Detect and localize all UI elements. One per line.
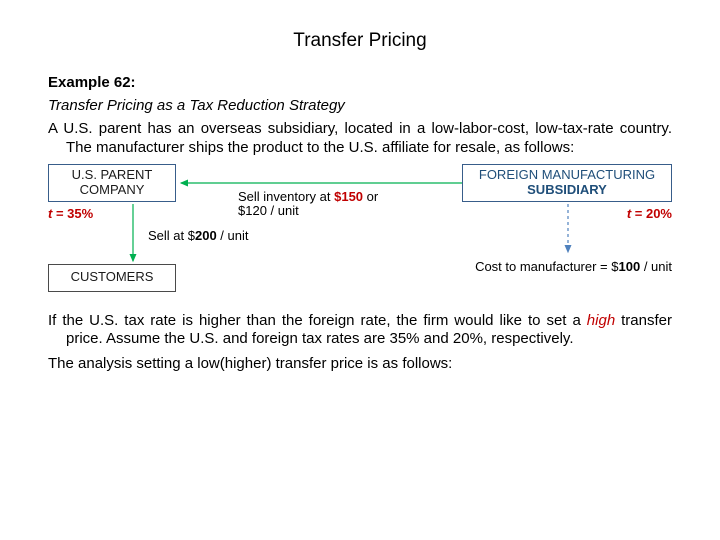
sell200-suffix: / unit: [217, 228, 249, 243]
analysis-intro-paragraph: The analysis setting a low(higher) trans…: [48, 355, 672, 374]
sell200-amount: 200: [195, 228, 217, 243]
transfer-price-label: Sell inventory at $150 or $120 / unit: [238, 190, 408, 220]
foreign-tax-rate: t = 20%: [627, 206, 672, 221]
sellInv-prefix: Sell inventory at: [238, 189, 334, 204]
manufacturer-cost-label: Cost to manufacturer = $100 / unit: [475, 259, 672, 274]
us-tax-rate: t = 35%: [48, 206, 93, 221]
intro-paragraph: A U.S. parent has an overseas subsidiary…: [48, 120, 672, 158]
example-subtitle: Transfer Pricing as a Tax Reduction Stra…: [48, 97, 672, 114]
example-number: Example 62:: [48, 74, 672, 91]
page-title: Transfer Pricing: [48, 30, 672, 52]
rate-foreign-val: = 20%: [631, 206, 672, 221]
cost-suffix: / unit: [640, 259, 672, 274]
sellInv-high-price: $150: [334, 189, 363, 204]
para2-a: If the U.S. tax rate is higher than the …: [48, 312, 587, 329]
foreign-box-line2: SUBSIDIARY: [527, 182, 607, 197]
foreign-box-line1: FOREIGN MANUFACTURING: [479, 167, 655, 182]
customers-box: CUSTOMERS: [48, 264, 176, 292]
transfer-pricing-diagram: U.S. PARENT COMPANY FOREIGN MANUFACTURIN…: [48, 164, 672, 304]
sell200-prefix: Sell at $: [148, 228, 195, 243]
cost-prefix: Cost to manufacturer = $: [475, 259, 618, 274]
us-parent-box: U.S. PARENT COMPANY: [48, 164, 176, 202]
para2-high: high: [587, 312, 615, 329]
sell-to-customer-label: Sell at $200 / unit: [148, 228, 248, 243]
foreign-subsidiary-box: FOREIGN MANUFACTURING SUBSIDIARY: [462, 164, 672, 202]
cost-amount: 100: [619, 259, 641, 274]
explanation-paragraph: If the U.S. tax rate is higher than the …: [48, 312, 672, 350]
rate-us-val: = 35%: [52, 206, 93, 221]
